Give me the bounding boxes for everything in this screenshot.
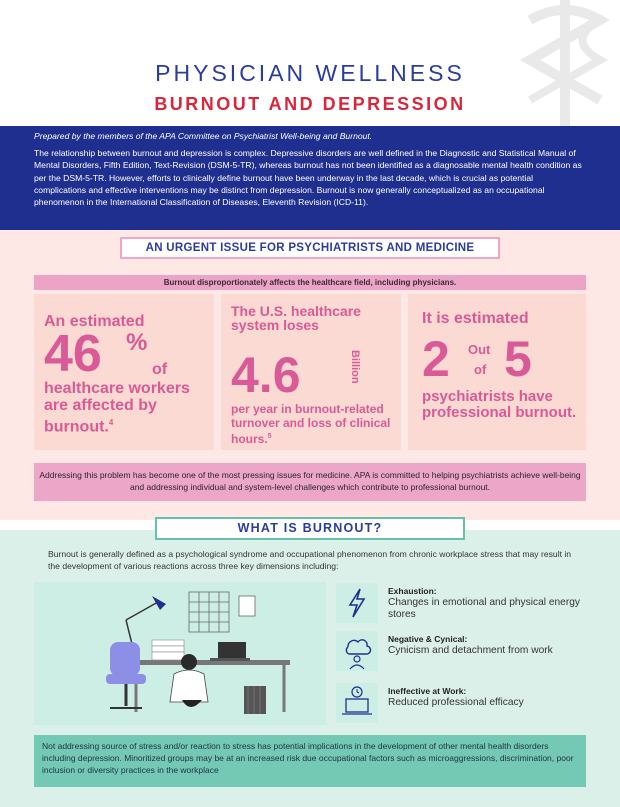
stat2-unit: Billion bbox=[349, 350, 361, 384]
laptop-clock-icon bbox=[336, 683, 378, 723]
stressed-worker-illustration bbox=[106, 591, 290, 714]
stat1-rest: healthcare workers are affected by burno… bbox=[44, 380, 190, 436]
page-subtitle: BURNOUT AND DEPRESSION bbox=[154, 94, 466, 114]
stat3-lead: It is estimated bbox=[422, 310, 529, 327]
dimension-title: Ineffective at Work: bbox=[388, 686, 467, 696]
header: PHYSICIAN WELLNESS BURNOUT AND DEPRESSIO… bbox=[0, 0, 620, 126]
dimension-ineffective: Ineffective at Work: Reduced professiona… bbox=[336, 683, 586, 723]
burnout-definition: Burnout is generally defined as a psycho… bbox=[48, 549, 572, 571]
urgent-strip: Burnout disproportionately affects the h… bbox=[34, 275, 586, 290]
desk-illustration bbox=[34, 582, 326, 725]
stat2-lead: The U.S. healthcare system loses bbox=[231, 303, 361, 333]
dimension-title: Exhaustion: bbox=[388, 586, 437, 596]
stat3-rest: psychiatrists have professional burnout. bbox=[422, 388, 577, 421]
closing-callout: Not addressing source of stress and/or r… bbox=[34, 735, 586, 787]
stat3-num2: 5 bbox=[504, 331, 532, 387]
caduceus-icon bbox=[519, 0, 611, 126]
dimension-title: Negative & Cynical: bbox=[388, 634, 468, 644]
burnout-heading: WHAT IS BURNOUT? bbox=[155, 517, 465, 540]
dimension-desc: Reduced professional efficacy bbox=[388, 697, 524, 708]
dimension-desc: Cynicism and detachment from work bbox=[388, 645, 553, 656]
stat-card-healthcare-cost: The U.S. healthcare system loses 4.6 Bil… bbox=[221, 294, 401, 450]
intro-paragraph: The relationship between burnout and dep… bbox=[34, 148, 582, 208]
stat3-num1: 2 bbox=[422, 331, 450, 387]
stat1-number: 46 bbox=[44, 325, 102, 383]
prepared-by: Prepared by the members of the APA Commi… bbox=[34, 131, 373, 141]
stat-card-psychiatrists: It is estimated 2 Out of 5 psychiatrists… bbox=[408, 294, 586, 450]
dimension-exhaustion: Exhaustion: Changes in emotional and phy… bbox=[336, 583, 586, 623]
stat-card-healthcare-workers: An estimated 46 % of healthcare workers … bbox=[34, 294, 214, 450]
stat2-ref: 5 bbox=[267, 433, 272, 440]
stat2-number: 4.6 bbox=[231, 347, 301, 403]
stat2-rest: per year in burnout-related turnover and… bbox=[231, 402, 391, 446]
page-title: PHYSICIAN WELLNESS bbox=[155, 60, 465, 86]
urgent-callout: Addressing this problem has become one o… bbox=[34, 463, 586, 501]
urgent-heading: AN URGENT ISSUE FOR PSYCHIATRISTS AND ME… bbox=[120, 237, 500, 259]
stat3-of: of bbox=[474, 362, 487, 377]
stat3-out: Out bbox=[468, 342, 491, 357]
intro-band: Prepared by the members of the APA Commi… bbox=[0, 126, 620, 230]
stat1-ref: 4 bbox=[108, 418, 114, 427]
storm-cloud-person-icon bbox=[336, 631, 378, 671]
stat1-of: of bbox=[152, 361, 168, 378]
stat1-lead: An estimated bbox=[44, 313, 145, 330]
dimension-negative-cynical: Negative & Cynical: Cynicism and detachm… bbox=[336, 631, 586, 671]
lightning-icon bbox=[336, 583, 378, 623]
dimension-desc: Changes in emotional and physical energy… bbox=[388, 597, 580, 620]
stat1-percent: % bbox=[126, 329, 148, 356]
